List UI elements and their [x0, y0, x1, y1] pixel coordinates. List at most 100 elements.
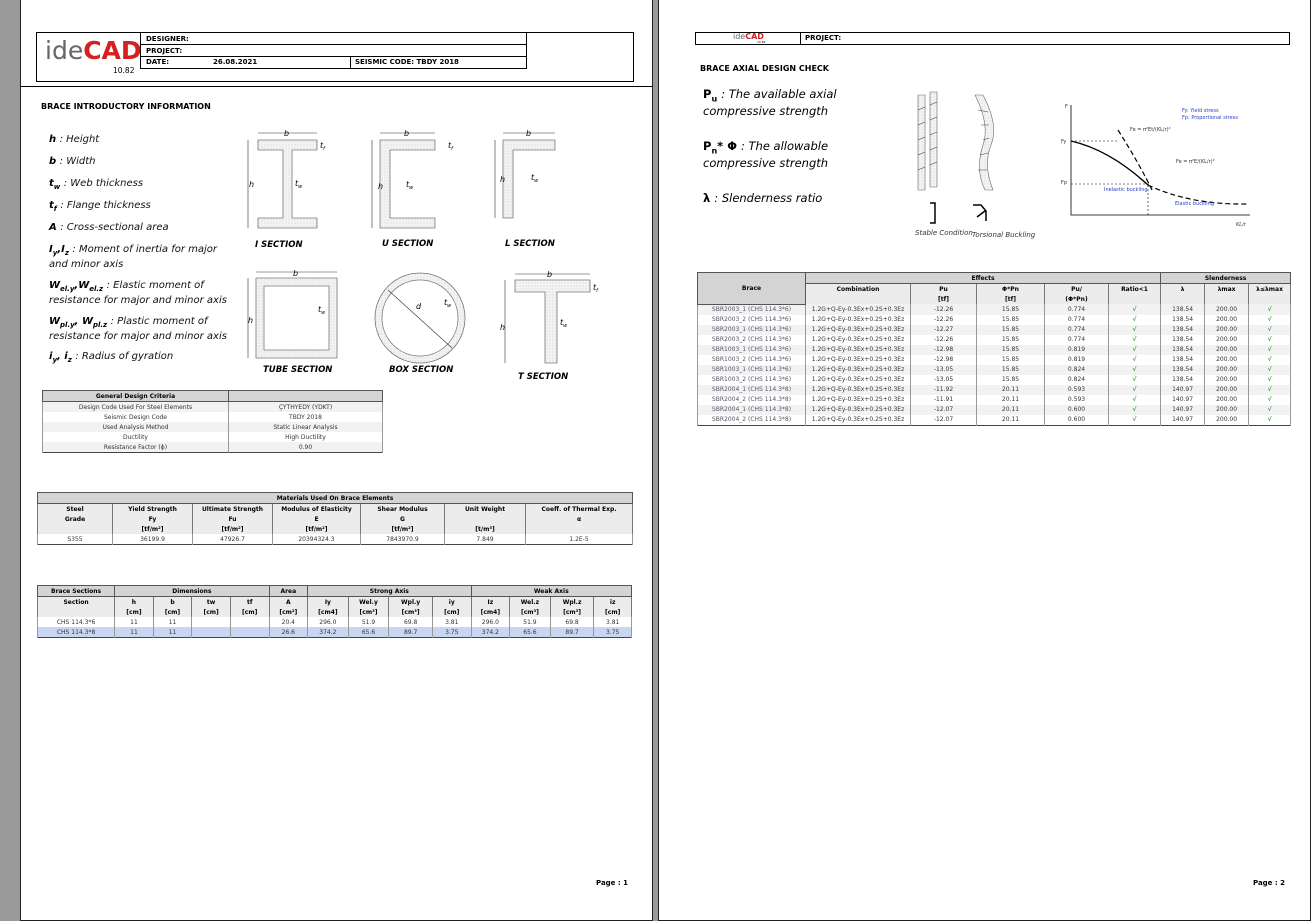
term-description: : Height [59, 134, 100, 145]
table-cell: 20.11 [976, 384, 1045, 395]
table-cell: 0.774 [1044, 324, 1109, 335]
table-row: SBR1003_1 (CHS 114.3*6) 1.2G+Q-Ey-0.3Ex+0… [697, 364, 1292, 375]
table-cell: Combination [805, 283, 911, 294]
table-cell: 89.7 [388, 627, 433, 638]
table-cell [444, 514, 526, 524]
table-cell: 15.85 [976, 374, 1045, 385]
table-row: SBR1003_2 (CHS 114.3*6) 1.2G+Q-Ey-0.3Ex+0… [697, 374, 1292, 385]
svg-text:tw: tw [318, 305, 326, 316]
table-cell: √ [1248, 374, 1292, 385]
designer-label: DESIGNER: [146, 35, 189, 43]
table-cell [229, 617, 270, 627]
section-label: T SECTION [518, 372, 568, 382]
logo-cad: CAD [745, 32, 764, 41]
table-cell: E [272, 514, 361, 524]
table-cell: -12.26 [910, 334, 977, 345]
table-row: SBR2004_2 (CHS 114.3*8) 1.2G+Q-Ey-0.3Ex+0… [697, 414, 1292, 425]
table-row: SBR2003_1 (CHS 114.3*6) 1.2G+Q-Ey-0.3Ex+0… [697, 324, 1292, 335]
table-cell: [cm³] [388, 607, 433, 617]
table-cell: √ [1248, 364, 1292, 375]
term-symbol: t [49, 178, 54, 189]
table-cell: SBR1003_1 (CHS 114.3*6) [697, 344, 806, 355]
table-cell: 1.2G+Q-Ey-0.3Ex+0.2S+0.3Ez [805, 374, 911, 385]
date-label: DATE: [146, 58, 170, 66]
term: Iy,Iz [49, 244, 72, 257]
table-cell: 36199.9 [112, 534, 193, 545]
term-subscript: pl.z [92, 321, 108, 329]
table-cell: 200.00 [1204, 364, 1250, 375]
term-subscript: f [53, 205, 57, 213]
table-cell: √ [1248, 414, 1292, 425]
table-cell: √ [1107, 364, 1162, 375]
table-cell: 0.593 [1044, 394, 1109, 405]
table-cell: 200.00 [1204, 404, 1250, 415]
table-cell: Wpl.y [388, 596, 433, 607]
table-row: CHS 114.3*6 11 11 20.4 296.0 51.9 69.8 3.81 296.… [36, 617, 632, 627]
table-cell: 138.54 [1160, 324, 1206, 335]
dim-b: b [293, 269, 298, 278]
term-symbol: λ [703, 191, 711, 205]
term-subscript: n [711, 146, 718, 156]
table-cell: -12.26 [910, 314, 977, 325]
figure-label: Stable Condition [915, 229, 973, 237]
table-cell: 69.8 [388, 617, 433, 627]
table-cell: b [152, 596, 193, 607]
table-cell: SBR2004_1 (CHS 114.3*8) [697, 384, 806, 395]
table-cell: √ [1107, 304, 1162, 315]
table-cell: iz [593, 596, 632, 607]
formula: Fe = π²E/(KL/r)² [1176, 159, 1215, 165]
table-row: SBR2004_1 (CHS 114.3*8) 1.2G+Q-Ey-0.3Ex+0… [697, 384, 1292, 395]
table-cell: 20.11 [976, 394, 1045, 405]
table-cell: √ [1107, 384, 1162, 395]
table-cell: Area [268, 585, 309, 597]
table-cell: 200.00 [1204, 304, 1250, 315]
dim-sub: w [447, 303, 452, 309]
dim-h: h [500, 175, 505, 184]
table-cell: Brace Sections [36, 585, 116, 597]
table-cell: 1.2G+Q-Ey-0.3Ex+0.2S+0.3Ez [805, 344, 911, 355]
table-cell: Fu [192, 514, 273, 524]
table-cell: -13.05 [910, 374, 977, 385]
dim-sub: f [596, 288, 599, 294]
table-cell: Used Analysis Method [42, 422, 229, 432]
definition: Pn* Φ : The allowable compressive streng… [703, 139, 878, 170]
project-label: PROJECT: [146, 47, 183, 55]
materials-table: Materials Used On Brace Elements Steel Yie… [36, 492, 634, 545]
table-cell: 200.00 [1204, 334, 1250, 345]
term-symbol: I [49, 244, 53, 255]
term-symbol: * Φ [717, 139, 737, 153]
table-cell: [t/m³] [444, 524, 526, 534]
table-cell: 11 [114, 627, 154, 638]
term: A [49, 222, 60, 233]
definition: Wel.y,Wel.z : Elastic moment of resistan… [49, 280, 229, 307]
table-cell: 65.6 [347, 627, 390, 638]
table-cell: 200.00 [1204, 384, 1250, 395]
table-cell: √ [1248, 304, 1292, 315]
definition: b : Width [49, 156, 229, 168]
table-cell: Iz [470, 596, 511, 607]
dim-t: t [295, 179, 299, 188]
table-cell: 1.2G+Q-Ey-0.3Ex+0.2S+0.3Ez [805, 324, 911, 335]
table-cell: [tf/m²] [360, 524, 445, 534]
table-cell: S355 [37, 534, 113, 545]
table-cell: [tf/m²] [112, 524, 193, 534]
term: tf [49, 200, 60, 213]
table-row: Steel Yield Strength Ultimate Strength Modu… [37, 503, 634, 514]
dim-t: t [318, 305, 322, 314]
table-cell: 140.97 [1160, 384, 1206, 395]
table-cell: Ultimate Strength [192, 503, 273, 514]
term-symbol: W [49, 316, 61, 327]
table-cell: 1.2G+Q-Ey-0.3Ex+0.2S+0.3Ez [805, 394, 911, 405]
table-cell: 138.54 [1160, 334, 1206, 345]
table-cell: Pu [910, 283, 977, 294]
table-cell: √ [1107, 334, 1162, 345]
svg-text:tf: tf [593, 283, 599, 294]
table-cell: √ [1107, 354, 1162, 365]
table-cell: Dimensions [114, 585, 270, 597]
dimension-labels: b b b b b h h h h h d tf tf tf tw tw tw … [248, 129, 599, 332]
table-cell: 200.00 [1204, 414, 1250, 425]
table-cell: 3.81 [593, 617, 632, 627]
table-row: Seismic Design Code TBDY 2018 [42, 412, 383, 422]
term: h [49, 134, 60, 145]
